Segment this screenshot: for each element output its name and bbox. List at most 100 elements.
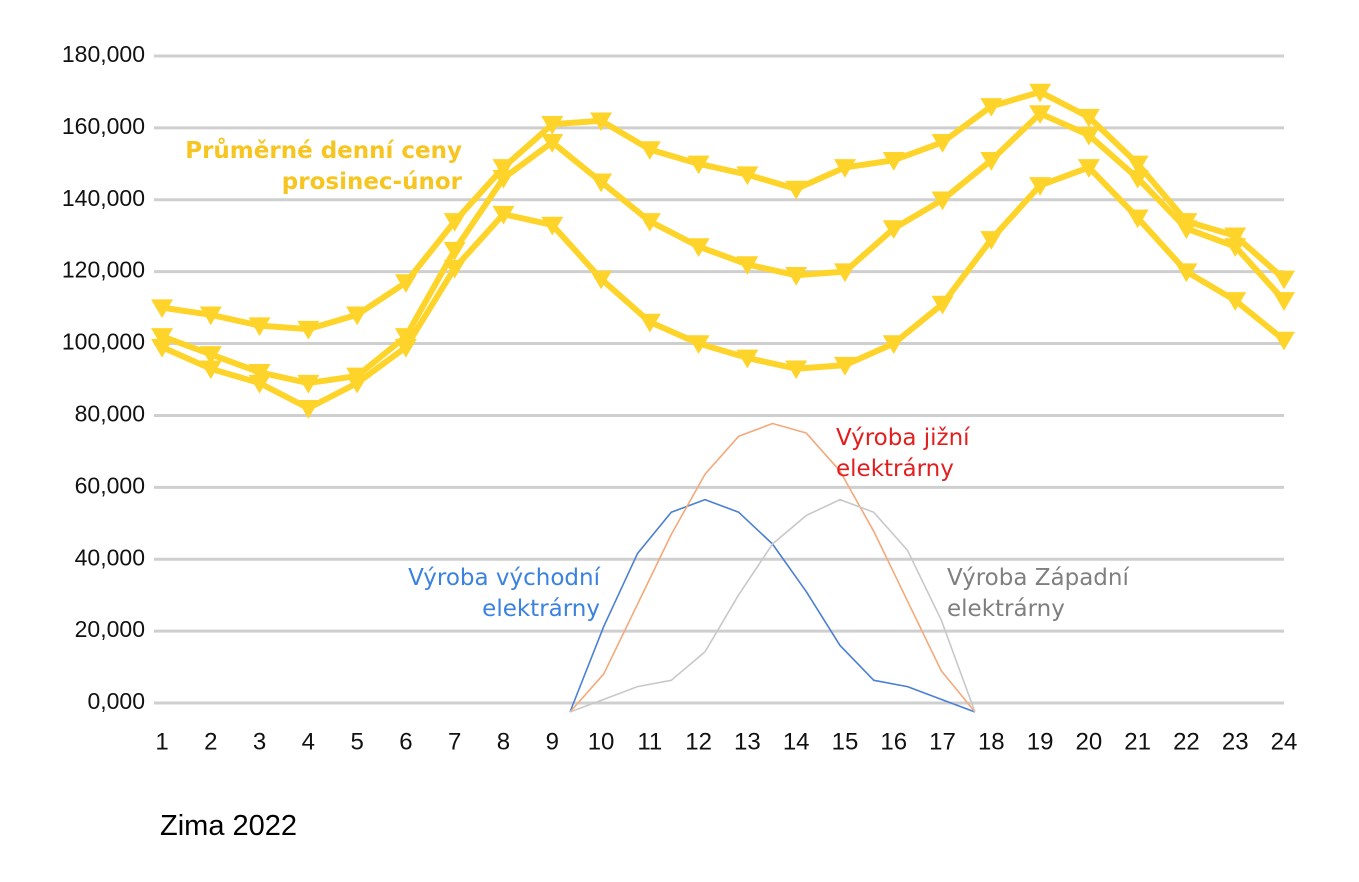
marker bbox=[297, 400, 320, 419]
marker bbox=[541, 134, 564, 153]
marker bbox=[248, 317, 271, 337]
x-tick-label: 19 bbox=[1027, 728, 1054, 755]
marker bbox=[199, 306, 222, 326]
marker bbox=[687, 238, 710, 257]
marker bbox=[1224, 292, 1247, 311]
marker bbox=[248, 374, 271, 394]
marker bbox=[590, 173, 613, 193]
marker bbox=[199, 346, 222, 365]
marker bbox=[1126, 169, 1149, 189]
marker bbox=[1126, 209, 1149, 229]
series-line bbox=[569, 422, 976, 713]
y-tick-label: 60,000 bbox=[75, 472, 145, 498]
x-tick-label: 13 bbox=[734, 728, 761, 755]
x-tick-label: 20 bbox=[1076, 728, 1103, 755]
x-tick-label: 3 bbox=[253, 728, 266, 755]
marker bbox=[931, 191, 954, 211]
y-tick-label: 0,000 bbox=[87, 688, 145, 714]
marker bbox=[1273, 331, 1295, 351]
marker bbox=[833, 263, 856, 283]
marker bbox=[394, 274, 417, 293]
marker bbox=[1175, 220, 1198, 239]
x-tick-label: 10 bbox=[588, 728, 615, 755]
marker bbox=[541, 116, 564, 135]
marker bbox=[931, 295, 954, 315]
x-tick-label: 6 bbox=[399, 728, 412, 755]
marker bbox=[785, 180, 808, 200]
x-tick-label: 4 bbox=[302, 728, 315, 755]
x-tick-label: 5 bbox=[350, 728, 363, 755]
marker bbox=[785, 267, 808, 286]
y-tick-label: 160,000 bbox=[62, 113, 145, 139]
marker bbox=[736, 349, 759, 369]
y-tick-label: 180,000 bbox=[62, 41, 145, 67]
marker bbox=[1175, 263, 1198, 283]
marker bbox=[1077, 126, 1100, 146]
marker bbox=[882, 220, 905, 239]
y-tick-label: 140,000 bbox=[62, 185, 145, 211]
marker bbox=[492, 169, 515, 189]
x-tick-label: 23 bbox=[1222, 728, 1249, 755]
marker bbox=[1273, 270, 1295, 290]
x-tick-label: 16 bbox=[880, 728, 907, 755]
x-tick-label: 7 bbox=[448, 728, 461, 755]
subtitle: Zima 2022 bbox=[160, 810, 298, 842]
annotation: Průměrné denní ceny prosinec-únor bbox=[185, 138, 462, 195]
series-line bbox=[161, 88, 1286, 333]
marker bbox=[394, 338, 417, 358]
marker bbox=[590, 270, 613, 290]
marker bbox=[443, 259, 466, 279]
marker bbox=[346, 374, 369, 394]
marker bbox=[1029, 83, 1052, 103]
x-tick-label: 11 bbox=[637, 728, 662, 755]
marker bbox=[443, 213, 466, 232]
series-label: Výroba jižní elektrárny bbox=[836, 425, 970, 482]
marker bbox=[882, 335, 905, 355]
x-tick-label: 22 bbox=[1173, 728, 1200, 755]
marker bbox=[1273, 292, 1295, 311]
marker bbox=[687, 335, 710, 355]
marker bbox=[492, 205, 515, 225]
marker bbox=[541, 216, 564, 236]
marker bbox=[151, 338, 173, 358]
marker bbox=[590, 112, 613, 132]
marker bbox=[882, 151, 905, 171]
x-tick-label: 8 bbox=[497, 728, 510, 755]
series-line bbox=[160, 164, 1286, 412]
marker bbox=[931, 134, 954, 153]
x-tick-label: 24 bbox=[1271, 728, 1298, 755]
marker bbox=[1126, 155, 1149, 175]
marker bbox=[638, 313, 661, 333]
marker bbox=[297, 320, 320, 340]
y-tick-label: 100,000 bbox=[62, 329, 145, 355]
x-tick-label: 15 bbox=[832, 728, 859, 755]
x-tick-label: 12 bbox=[685, 728, 712, 755]
marker bbox=[736, 166, 759, 186]
x-tick-label: 18 bbox=[978, 728, 1005, 755]
marker bbox=[151, 299, 173, 319]
marker bbox=[492, 159, 515, 178]
marker bbox=[1077, 108, 1100, 128]
marker bbox=[151, 328, 173, 347]
x-tick-label: 9 bbox=[546, 728, 559, 755]
marker bbox=[297, 374, 320, 394]
x-tick-label: 21 bbox=[1124, 728, 1151, 755]
y-tick-label: 120,000 bbox=[62, 257, 145, 283]
marker bbox=[443, 241, 466, 261]
x-tick-label: 1 bbox=[155, 728, 168, 755]
marker bbox=[1224, 238, 1247, 257]
x-tick-label: 14 bbox=[783, 728, 810, 755]
marker bbox=[1029, 177, 1052, 196]
series-line bbox=[569, 498, 976, 713]
y-tick-label: 20,000 bbox=[75, 616, 145, 642]
x-tick-label: 2 bbox=[204, 728, 217, 755]
marker bbox=[1224, 227, 1247, 247]
marker bbox=[736, 256, 759, 275]
marker bbox=[1029, 105, 1052, 124]
series-label: Výroba východní elektrárny bbox=[408, 565, 600, 622]
y-tick-label: 80,000 bbox=[75, 401, 145, 427]
series-label: Výroba Západní elektrárny bbox=[947, 565, 1129, 622]
series-line bbox=[569, 498, 976, 713]
